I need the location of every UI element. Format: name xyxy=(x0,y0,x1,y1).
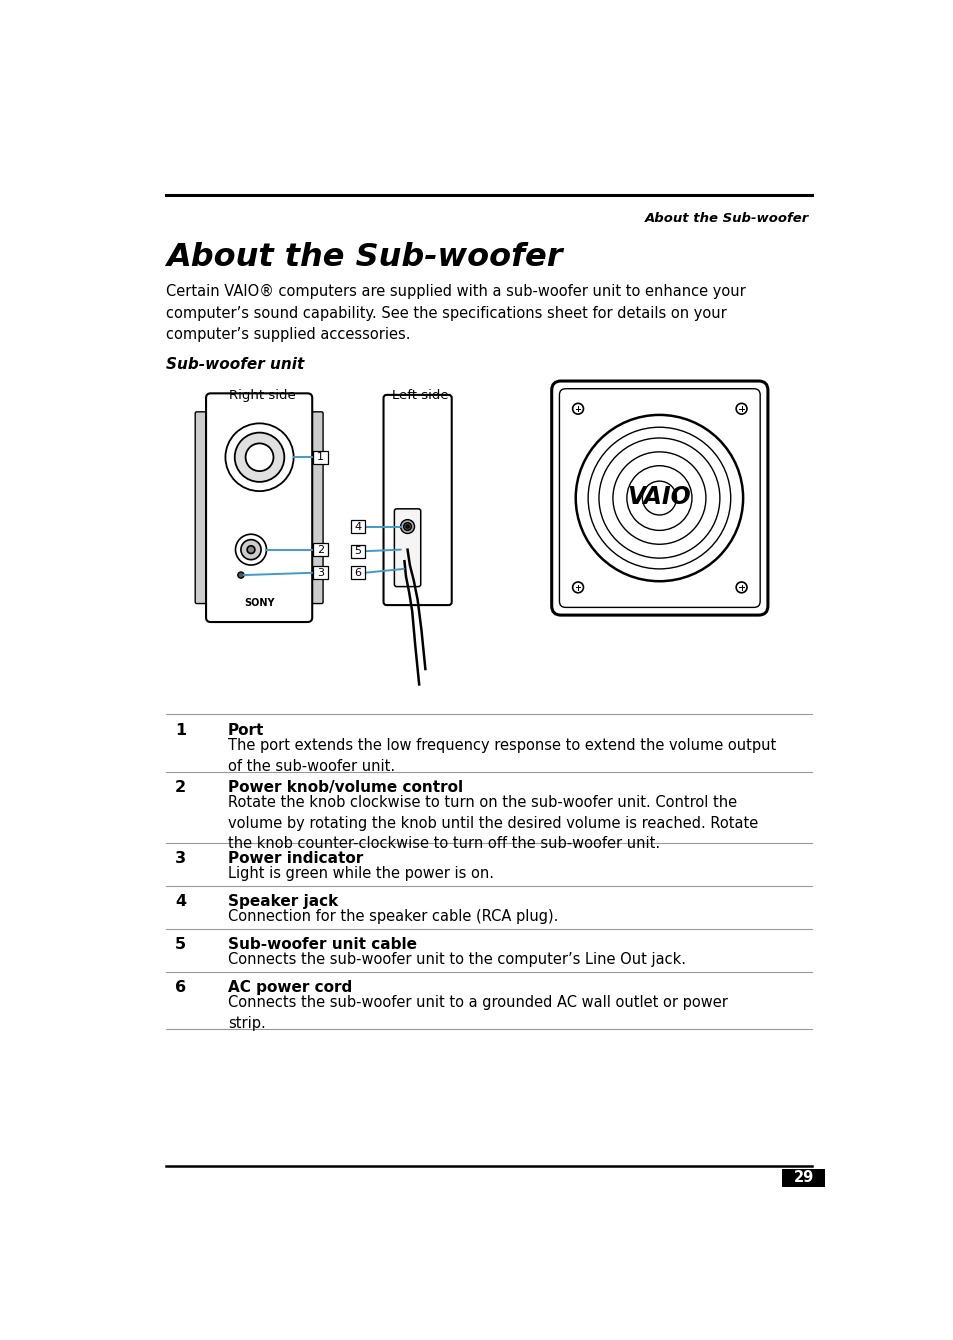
Circle shape xyxy=(237,572,244,578)
FancyBboxPatch shape xyxy=(394,509,420,587)
Text: 2: 2 xyxy=(174,780,186,795)
FancyBboxPatch shape xyxy=(383,395,452,606)
FancyBboxPatch shape xyxy=(350,544,365,557)
FancyBboxPatch shape xyxy=(313,450,328,464)
Text: SONY: SONY xyxy=(244,598,274,608)
FancyBboxPatch shape xyxy=(781,1168,824,1187)
Circle shape xyxy=(406,525,409,528)
FancyBboxPatch shape xyxy=(350,520,365,533)
Text: Rotate the knob clockwise to turn on the sub-woofer unit. Control the
volume by : Rotate the knob clockwise to turn on the… xyxy=(228,795,758,851)
Text: 1: 1 xyxy=(174,722,186,738)
Circle shape xyxy=(234,433,284,482)
Text: 6: 6 xyxy=(174,980,186,996)
Circle shape xyxy=(736,403,746,414)
FancyBboxPatch shape xyxy=(195,411,212,603)
Text: Power indicator: Power indicator xyxy=(228,851,363,866)
Text: 29: 29 xyxy=(793,1170,813,1185)
FancyBboxPatch shape xyxy=(551,381,767,615)
Text: 3: 3 xyxy=(317,568,324,578)
Text: Port: Port xyxy=(228,722,264,738)
Circle shape xyxy=(247,545,254,553)
Circle shape xyxy=(241,540,261,560)
Text: 5: 5 xyxy=(174,937,186,951)
Text: Speaker jack: Speaker jack xyxy=(228,894,337,909)
Text: 4: 4 xyxy=(174,894,186,909)
Text: VAIO: VAIO xyxy=(627,485,691,508)
Text: The port extends the low frequency response to extend the volume output
of the s: The port extends the low frequency respo… xyxy=(228,738,775,773)
Circle shape xyxy=(572,403,583,414)
Text: Connects the sub-woofer unit to the computer’s Line Out jack.: Connects the sub-woofer unit to the comp… xyxy=(228,953,685,967)
Text: Right side: Right side xyxy=(229,390,295,402)
Circle shape xyxy=(235,535,266,565)
Text: 6: 6 xyxy=(355,568,361,578)
FancyBboxPatch shape xyxy=(206,394,312,622)
FancyBboxPatch shape xyxy=(350,567,365,579)
Text: Connects the sub-woofer unit to a grounded AC wall outlet or power
strip.: Connects the sub-woofer unit to a ground… xyxy=(228,996,727,1030)
Circle shape xyxy=(245,444,274,472)
Text: 5: 5 xyxy=(355,547,361,556)
Text: About the Sub-woofer: About the Sub-woofer xyxy=(166,241,561,272)
Circle shape xyxy=(572,582,583,592)
Circle shape xyxy=(736,582,746,592)
Text: AC power cord: AC power cord xyxy=(228,980,352,996)
Text: 1: 1 xyxy=(317,452,324,462)
Text: 4: 4 xyxy=(354,521,361,532)
Text: 3: 3 xyxy=(174,851,186,866)
FancyBboxPatch shape xyxy=(313,567,328,579)
Circle shape xyxy=(403,523,411,531)
Text: About the Sub-woofer: About the Sub-woofer xyxy=(644,212,808,225)
Text: Power knob/volume control: Power knob/volume control xyxy=(228,780,462,795)
FancyBboxPatch shape xyxy=(558,389,760,607)
Text: Certain VAIO® computers are supplied with a sub-woofer unit to enhance your
comp: Certain VAIO® computers are supplied wit… xyxy=(166,284,744,342)
Text: Sub-woofer unit cable: Sub-woofer unit cable xyxy=(228,937,416,951)
Text: Light is green while the power is on.: Light is green while the power is on. xyxy=(228,866,494,882)
Text: Connection for the speaker cable (RCA plug).: Connection for the speaker cable (RCA pl… xyxy=(228,910,558,925)
Circle shape xyxy=(400,520,415,533)
Text: Front panel: Front panel xyxy=(622,390,697,402)
Text: 2: 2 xyxy=(316,544,324,555)
FancyBboxPatch shape xyxy=(306,411,323,603)
Circle shape xyxy=(225,423,294,492)
Text: Sub-woofer unit: Sub-woofer unit xyxy=(166,358,304,373)
FancyBboxPatch shape xyxy=(313,543,328,556)
Text: Left side: Left side xyxy=(392,390,448,402)
